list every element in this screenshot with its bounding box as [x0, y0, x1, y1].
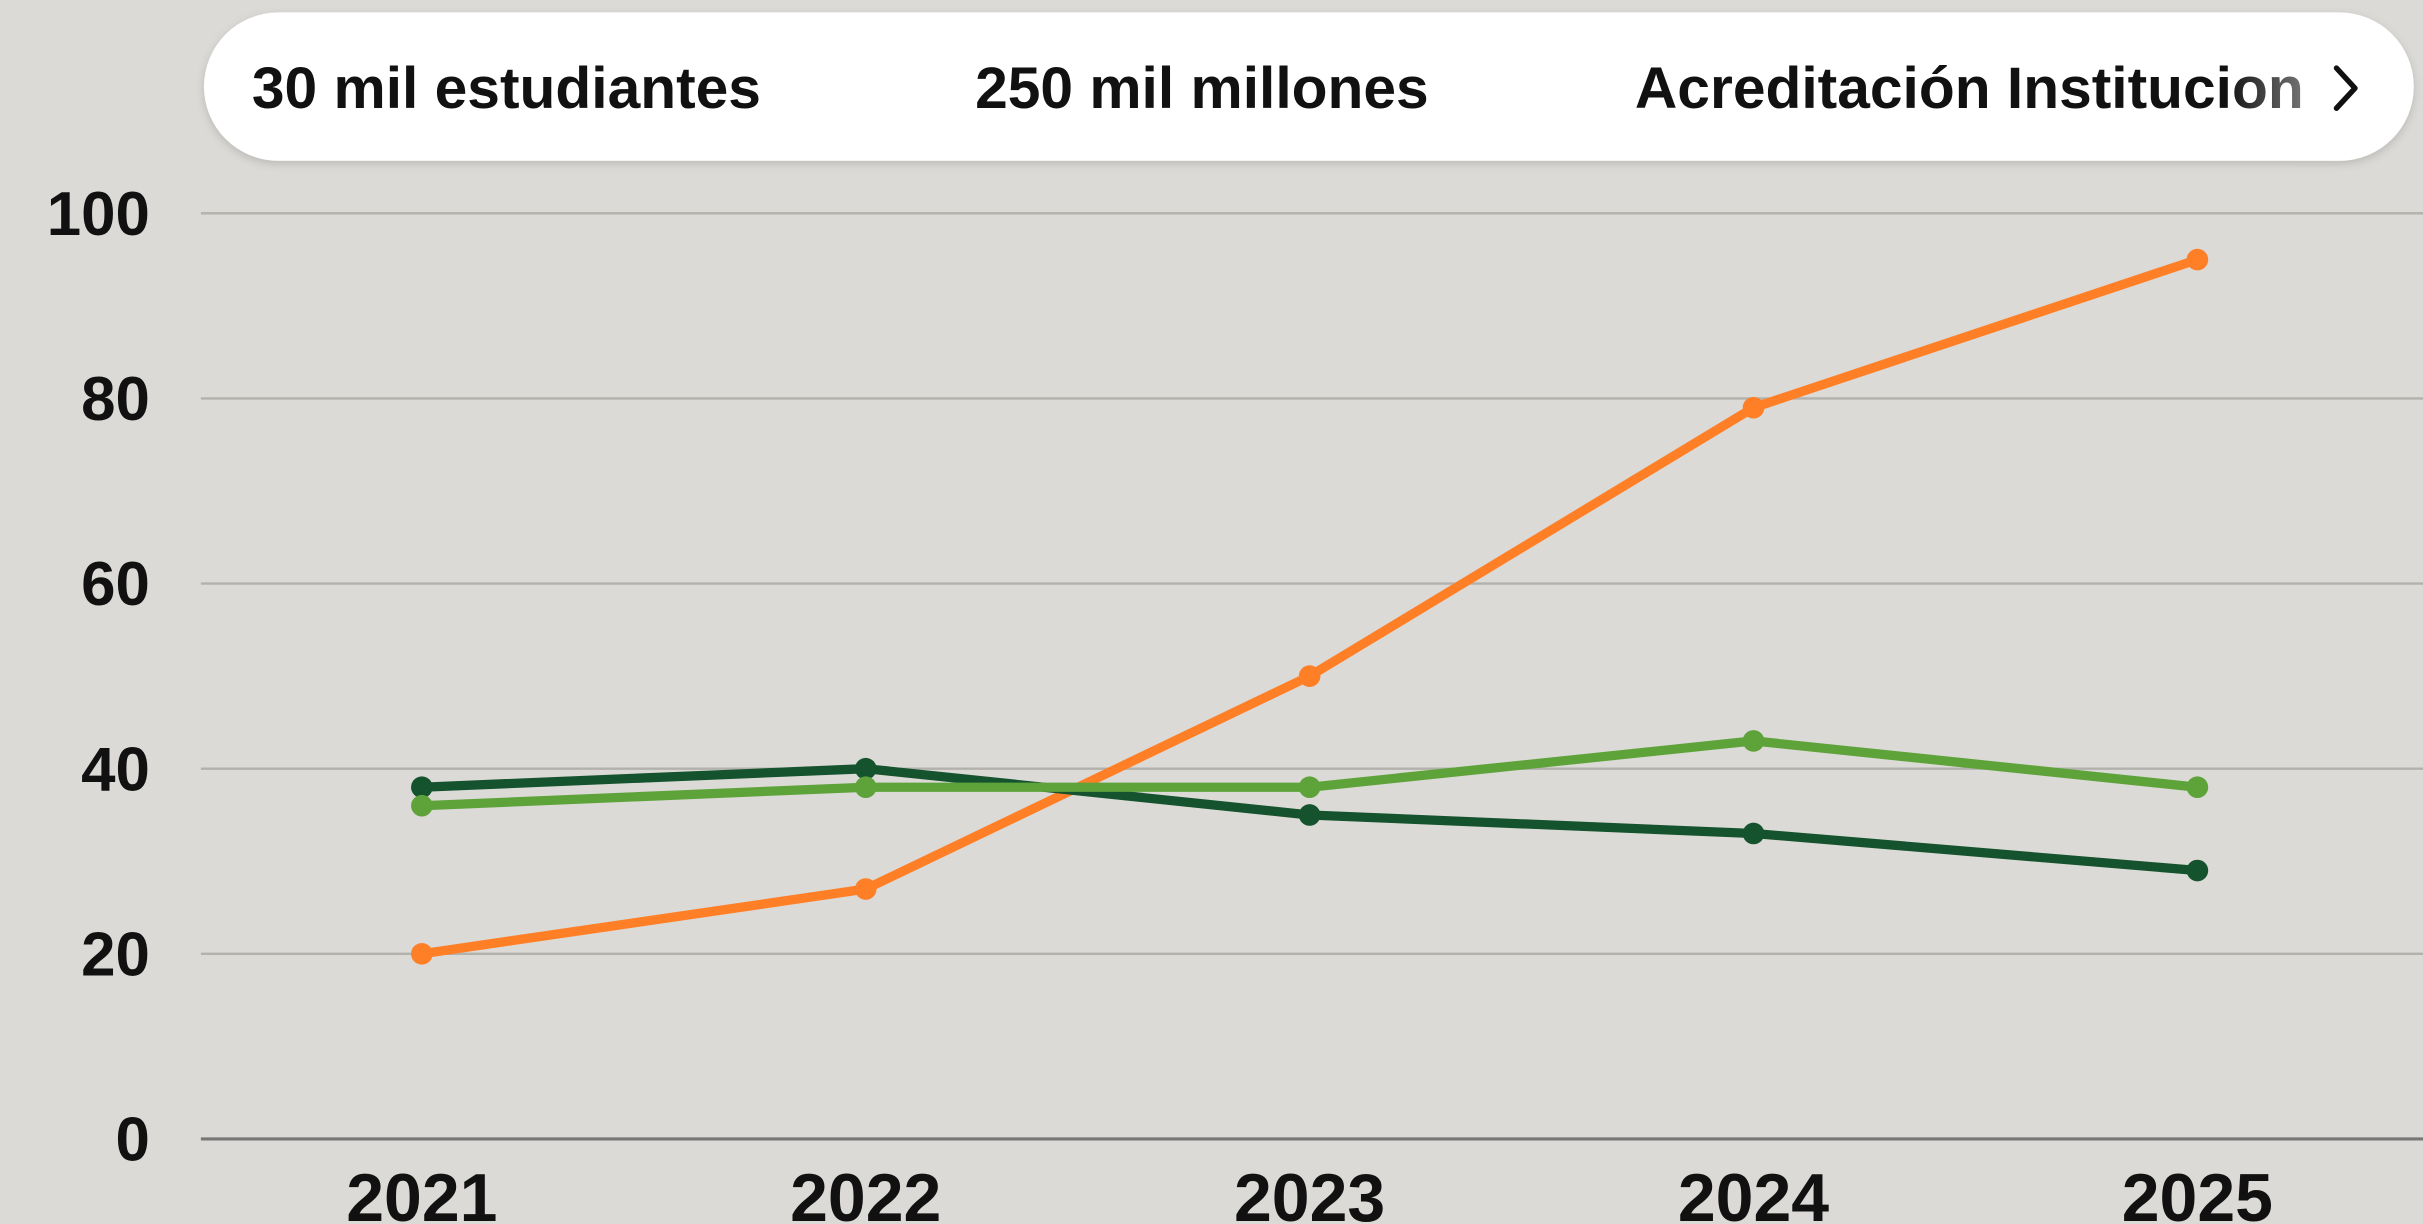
y-tick-label: 0 — [116, 1106, 150, 1175]
point — [411, 942, 433, 965]
point — [854, 757, 877, 780]
tab[interactable]: Acreditación Institucion — [1635, 56, 2304, 121]
y-tick-label: 100 — [47, 180, 150, 249]
x-tick-label: 2024 — [1678, 1160, 1829, 1224]
point — [2186, 776, 2209, 799]
chart: 0 20 40 60 80 100 2021 2022 2023 2024 2025 — [47, 180, 2423, 1224]
y-tick-label: 20 — [81, 920, 150, 989]
fade — [2225, 12, 2414, 161]
point — [411, 776, 433, 799]
x-tick-label: 2025 — [2122, 1160, 2273, 1224]
scroll-right[interactable] — [2333, 65, 2358, 111]
x-tick-label: 2022 — [790, 1160, 941, 1224]
point — [411, 794, 433, 817]
point — [1298, 776, 1321, 799]
point — [1742, 822, 1765, 845]
point — [854, 776, 877, 799]
tab-bar: 30 mil estudiantes 250 mil millones Acre… — [203, 12, 2414, 161]
point — [1298, 804, 1321, 826]
x-tick-label: 2021 — [346, 1160, 497, 1224]
tab[interactable]: 30 mil estudiantes — [252, 56, 761, 121]
y-tick-label: 60 — [81, 550, 150, 619]
y-tick-label: 40 — [81, 735, 150, 804]
point — [2186, 248, 2209, 271]
y-tick-label: 80 — [81, 365, 150, 434]
point — [854, 878, 877, 900]
tab[interactable]: 250 mil millones — [975, 56, 1429, 121]
point — [1742, 396, 1765, 419]
point — [1742, 730, 1765, 752]
tab-bar-bg — [203, 12, 2414, 161]
point — [1298, 665, 1321, 687]
point — [2186, 859, 2209, 882]
x-tick-label: 2023 — [1234, 1160, 1385, 1224]
